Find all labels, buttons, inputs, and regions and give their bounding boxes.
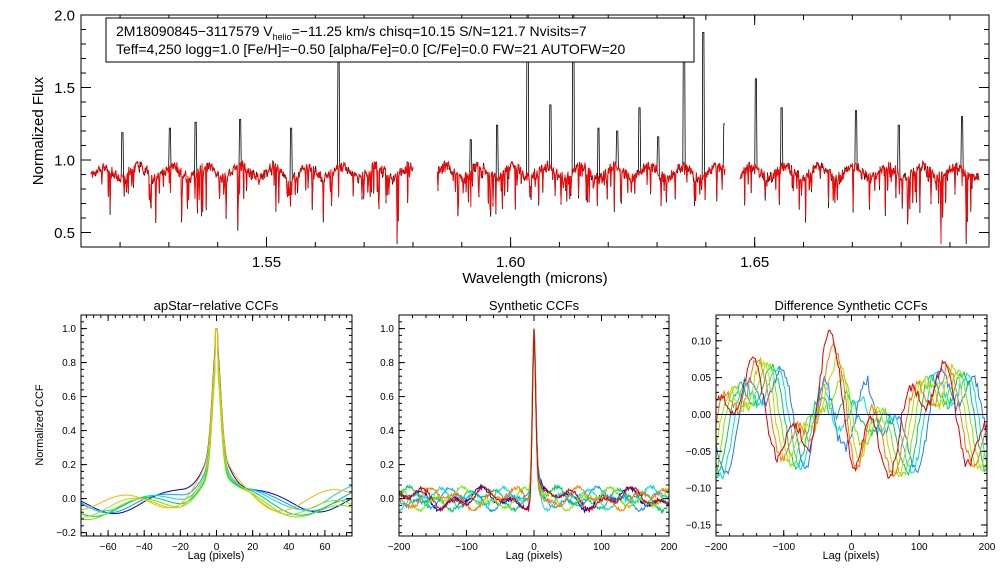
apstar-ccf-y-axis-label: Normalized CCF — [34, 384, 46, 466]
apstar-ccf-series-group — [80, 328, 353, 521]
x-tick-label: −60 — [100, 542, 117, 553]
observed-spectrum-line — [739, 78, 980, 245]
legend-star-id: 2M18090845−3117579 V — [116, 23, 273, 39]
apstar-ccf-panel: −60 −40 −20 0 20 40 60 −0.2 0.0 0.2 0.4 0.6 0.8 1.0 a… — [34, 298, 353, 562]
y-tick-label: 1.5 — [54, 80, 75, 97]
apstar-ccf-ticks: −60 −40 −20 0 20 40 60 −0.2 0.0 0.2 0.4 0.6 0.8 1.0 — [56, 314, 352, 553]
y-tick-label: 1.0 — [380, 324, 394, 335]
y-tick-label: −0.2 — [56, 528, 76, 539]
model-spectrum-line — [90, 160, 414, 240]
y-tick-label: 0.2 — [380, 460, 394, 471]
synthetic-ccf-x-axis-label: Lag (pixels) — [506, 550, 563, 562]
y-tick-label: 0.4 — [380, 426, 394, 437]
x-tick-label: 0 — [531, 542, 537, 553]
y-tick-label: −0.05 — [686, 447, 712, 458]
x-tick-label: −200 — [705, 542, 728, 553]
y-tick-label: 0.0 — [380, 494, 394, 505]
observed-spectrum-line — [90, 46, 414, 245]
difference-ccf-line — [715, 362, 988, 478]
legend-stats: =−11.25 km/s chisq=10.15 S/N=121.7 Nvisi… — [292, 23, 587, 39]
synthetic-ccf-line — [398, 328, 669, 513]
x-tick-label: 1.60 — [496, 254, 525, 271]
y-tick-label: 2.0 — [54, 7, 75, 24]
x-tick-label: 60 — [319, 542, 331, 553]
apstar-ccf-line — [80, 328, 353, 521]
spectrum-y-axis-label: Normalized Flux — [30, 76, 47, 185]
y-tick-label: 1.0 — [54, 152, 75, 169]
synthetic-ccf-line — [398, 328, 669, 512]
synthetic-ccf-title: Synthetic CCFs — [489, 298, 580, 313]
synthetic-ccf-panel: −200 −100 0 100 200 0.0 0.2 0.4 0.6 0.8 1.0 Synthe… — [380, 298, 678, 562]
apstar-ccf-title: apStar−relative CCFs — [154, 298, 279, 313]
x-tick-label: −200 — [388, 542, 411, 553]
apstar-ccf-line — [81, 328, 353, 518]
y-tick-label: −0.10 — [686, 484, 712, 495]
apstar-ccf-line — [80, 328, 353, 512]
x-tick-label: −100 — [772, 542, 795, 553]
difference-ccf-line — [715, 329, 988, 480]
apstar-ccf-plot-frame — [80, 314, 353, 537]
x-tick-label: −100 — [455, 542, 478, 553]
y-tick-label: −0.15 — [686, 520, 712, 531]
y-tick-label: 0.4 — [62, 426, 76, 437]
model-spectrum-line — [739, 159, 980, 245]
difference-ccf-plot-frame — [715, 314, 988, 537]
difference-ccf-ticks: −200 −100 0 100 200 −0.15 −0.10 −0.05 0.00 0.05 0.… — [686, 315, 996, 553]
y-tick-label: 0.10 — [692, 336, 712, 347]
x-tick-label: 200 — [661, 542, 678, 553]
spectrum-series-group — [90, 14, 980, 245]
spectrum-x-axis-label: Wavelength (microns) — [462, 270, 607, 287]
y-tick-label: 0.5 — [54, 225, 75, 242]
y-tick-label: 0.2 — [62, 460, 76, 471]
difference-ccf-panel: −200 −100 0 100 200 −0.15 −0.10 −0.05 0.00 0.05 0.… — [686, 298, 996, 562]
synthetic-ccf-line — [398, 328, 670, 515]
synthetic-ccf-line — [399, 328, 670, 513]
apstar-ccf-line — [80, 328, 353, 517]
legend-vhelio-sub: helio — [273, 32, 292, 42]
difference-ccf-title: Difference Synthetic CCFs — [775, 298, 928, 313]
synthetic-ccf-ticks: −200 −100 0 100 200 0.0 0.2 0.4 0.6 0.8 1.0 — [380, 314, 678, 553]
difference-ccf-line — [715, 365, 988, 476]
apstar-ccf-line — [80, 328, 353, 515]
y-tick-label: 0.05 — [692, 373, 712, 384]
legend-box — [105, 17, 695, 63]
y-tick-label: 0.8 — [62, 358, 76, 369]
model-spectrum-line — [436, 160, 726, 213]
y-tick-label: 0.00 — [692, 410, 712, 421]
difference-ccf-line — [715, 357, 988, 478]
y-tick-label: 0.6 — [380, 392, 394, 403]
difference-ccf-x-axis-label: Lag (pixels) — [823, 550, 880, 562]
apstar-ccf-line — [80, 328, 353, 512]
x-tick-label: 100 — [911, 542, 928, 553]
legend-line-1: 2M18090845−3117579 Vhelio=−11.25 km/s ch… — [116, 23, 587, 42]
x-tick-label: −40 — [136, 542, 153, 553]
x-tick-label: 40 — [283, 542, 295, 553]
x-tick-label: 1.65 — [740, 254, 769, 271]
y-tick-label: 1.0 — [62, 324, 76, 335]
x-tick-label: 100 — [593, 542, 610, 553]
x-tick-label: 20 — [247, 542, 259, 553]
synthetic-ccf-series-group — [398, 328, 670, 515]
y-tick-label: 0.0 — [62, 494, 76, 505]
apstar-ccf-line — [80, 328, 353, 514]
y-tick-label: 0.8 — [380, 358, 394, 369]
y-tick-label: 0.6 — [62, 392, 76, 403]
legend-line-2: Teff=4,250 logg=1.0 [Fe/H]=−0.50 [alpha/… — [116, 41, 625, 57]
difference-ccf-line — [715, 341, 988, 478]
synthetic-ccf-line — [398, 328, 670, 512]
spectrum-panel: 1.55 1.60 1.65 0.5 1.0 1.5 2.0 2M18090845−3117… — [30, 7, 990, 287]
apstar-ccf-x-axis-label: Lag (pixels) — [188, 550, 245, 562]
x-tick-label: 0 — [214, 542, 220, 553]
x-tick-label: 200 — [979, 542, 996, 553]
synthetic-ccf-line — [398, 328, 670, 514]
x-tick-label: 0 — [849, 542, 855, 553]
x-tick-label: −20 — [172, 542, 189, 553]
synthetic-ccf-line — [398, 328, 670, 514]
x-tick-label: 1.55 — [252, 254, 281, 271]
difference-ccf-series-group — [715, 329, 988, 480]
spectrum-legend: 2M18090845−3117579 Vhelio=−11.25 km/s ch… — [105, 17, 695, 63]
